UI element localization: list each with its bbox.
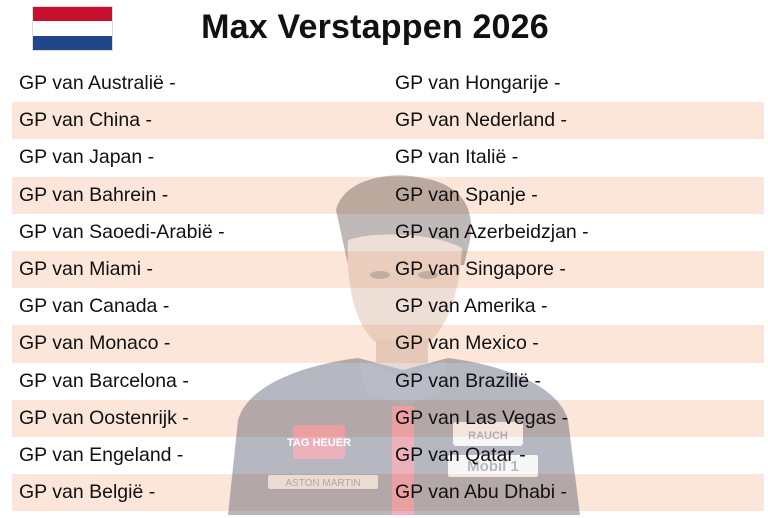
table-row: GP van Japan - GP van Italië -	[12, 139, 764, 176]
race-cell: GP van Spanje -	[395, 183, 538, 206]
race-cell: GP van Mexico -	[395, 332, 539, 355]
table-row: GP van China - GP van Nederland -	[12, 102, 764, 140]
flag-stripe-red	[33, 7, 112, 22]
race-cell: GP van Italië -	[395, 146, 519, 169]
table-row: GP van Miami - GP van Singapore -	[12, 250, 764, 289]
race-cell: GP van Bahrein -	[19, 183, 169, 206]
race-cell: GP van Canada -	[19, 295, 170, 318]
table-row: GP van Monaco - GP van Mexico -	[12, 325, 764, 363]
race-cell: GP van Amerika -	[395, 295, 548, 318]
race-cell: GP van Brazilië -	[395, 369, 541, 392]
race-cell: GP van Oostenrijk -	[19, 406, 189, 429]
table-row: GP van Australië - GP van Hongarije -	[12, 65, 764, 102]
race-cell: GP van Singapore -	[395, 257, 566, 280]
table-row: GP van Bahrein - GP van Spanje -	[12, 176, 764, 214]
race-cell: GP van China -	[19, 109, 152, 132]
table-row: GP van Barcelona - GP van Brazilië -	[12, 363, 764, 400]
race-cell: GP van Australië -	[19, 72, 176, 94]
race-cell: GP van Hongarije -	[395, 72, 561, 94]
race-cell: GP van Saoedi-Arabië -	[19, 220, 225, 243]
race-cell: GP van Nederland -	[395, 109, 567, 132]
page-title: Max Verstappen 2026	[201, 8, 549, 46]
race-cell: GP van Qatar -	[395, 443, 526, 466]
race-cell: GP van Engeland -	[19, 443, 184, 466]
race-cell: GP van Monaco -	[19, 332, 171, 355]
flag-stripe-white	[33, 21, 112, 36]
table-row: GP van Saoedi-Arabië - GP van Azerbeidzj…	[12, 214, 764, 251]
table-row: GP van Oostenrijk - GP van Las Vegas -	[12, 399, 764, 437]
race-cell: GP van Japan -	[19, 146, 155, 169]
race-cell: GP van Abu Dhabi -	[395, 481, 567, 504]
netherlands-flag-icon	[32, 6, 113, 51]
race-cell: GP van Miami -	[19, 257, 154, 280]
race-cell: GP van Barcelona -	[19, 369, 189, 392]
table-row: GP van België - GP van Abu Dhabi -	[12, 474, 764, 512]
flag-stripe-blue	[33, 35, 112, 50]
table-row: GP van Canada - GP van Amerika -	[12, 288, 764, 325]
race-table: TAG HEUER ASTON MARTIN Mobil 1 RAUCH GP …	[12, 65, 764, 515]
table-row: GP van Engeland - GP van Qatar -	[12, 437, 764, 474]
race-cell: GP van Las Vegas -	[395, 406, 569, 429]
race-cell: GP van Azerbeidzjan -	[395, 220, 589, 243]
race-cell: GP van België -	[19, 481, 156, 504]
